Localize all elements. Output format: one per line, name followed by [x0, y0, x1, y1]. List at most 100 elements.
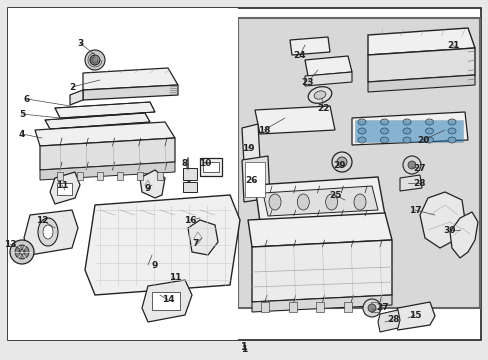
Text: 1: 1: [241, 346, 246, 355]
Polygon shape: [83, 68, 178, 90]
Bar: [117, 172, 123, 180]
Polygon shape: [247, 213, 391, 247]
Polygon shape: [163, 263, 187, 295]
Ellipse shape: [380, 137, 387, 143]
Ellipse shape: [353, 194, 365, 210]
Ellipse shape: [38, 218, 58, 246]
Ellipse shape: [19, 249, 25, 255]
Polygon shape: [40, 162, 175, 180]
Ellipse shape: [402, 137, 410, 143]
Text: 28: 28: [413, 179, 426, 188]
Text: 16: 16: [183, 216, 196, 225]
Text: 13: 13: [4, 239, 16, 248]
Bar: [57, 183, 72, 195]
Ellipse shape: [313, 91, 325, 99]
Polygon shape: [419, 192, 464, 248]
Text: 30: 30: [443, 225, 455, 234]
Ellipse shape: [357, 119, 365, 125]
Polygon shape: [187, 220, 218, 255]
Ellipse shape: [425, 119, 433, 125]
Ellipse shape: [357, 137, 365, 143]
Bar: [343, 302, 351, 312]
Polygon shape: [142, 280, 192, 322]
Ellipse shape: [402, 128, 410, 134]
Ellipse shape: [425, 128, 433, 134]
Ellipse shape: [402, 156, 420, 174]
Ellipse shape: [447, 128, 455, 134]
Ellipse shape: [447, 137, 455, 143]
Text: 18: 18: [257, 126, 270, 135]
Text: 23: 23: [301, 77, 314, 86]
Text: 29: 29: [333, 161, 346, 170]
Bar: [315, 302, 324, 312]
Polygon shape: [242, 124, 260, 164]
Polygon shape: [70, 90, 83, 105]
Polygon shape: [254, 177, 384, 222]
Text: 28: 28: [386, 315, 398, 324]
Bar: [97, 172, 103, 180]
Ellipse shape: [10, 240, 34, 264]
Polygon shape: [367, 28, 474, 55]
Bar: [203, 162, 219, 172]
Bar: [157, 172, 163, 180]
Polygon shape: [50, 172, 80, 204]
Bar: [137, 172, 142, 180]
Polygon shape: [24, 210, 78, 255]
Text: 7: 7: [192, 239, 199, 248]
Text: 26: 26: [245, 176, 258, 185]
Text: 19: 19: [241, 144, 254, 153]
Polygon shape: [251, 295, 391, 312]
Text: 27: 27: [413, 163, 426, 172]
Bar: [8, 8, 238, 340]
Ellipse shape: [325, 194, 337, 210]
Bar: [183, 168, 197, 180]
Polygon shape: [85, 195, 240, 295]
Bar: [354, 120, 462, 142]
Ellipse shape: [297, 194, 309, 210]
Text: 3: 3: [77, 39, 83, 48]
Polygon shape: [399, 175, 421, 191]
Ellipse shape: [15, 245, 29, 259]
Text: 8: 8: [182, 158, 188, 167]
Ellipse shape: [331, 152, 351, 172]
Ellipse shape: [85, 50, 105, 70]
Text: 1: 1: [240, 342, 247, 352]
Polygon shape: [351, 112, 467, 145]
Text: 9: 9: [151, 261, 158, 270]
Ellipse shape: [268, 194, 281, 210]
Bar: [77, 172, 83, 180]
Ellipse shape: [336, 157, 346, 167]
Polygon shape: [367, 48, 474, 82]
Text: 24: 24: [293, 50, 305, 59]
Ellipse shape: [90, 55, 100, 65]
Polygon shape: [35, 122, 175, 146]
Polygon shape: [263, 186, 377, 216]
Text: 11: 11: [56, 180, 68, 189]
Bar: [183, 182, 197, 192]
Text: 11: 11: [168, 274, 181, 283]
Bar: [152, 292, 180, 310]
Polygon shape: [45, 113, 150, 129]
Polygon shape: [305, 72, 351, 86]
Polygon shape: [55, 102, 155, 118]
Bar: [370, 302, 378, 312]
Polygon shape: [40, 138, 175, 170]
Bar: [200, 158, 222, 176]
Polygon shape: [449, 212, 477, 258]
Ellipse shape: [402, 119, 410, 125]
Ellipse shape: [307, 87, 331, 103]
Text: 4: 4: [19, 130, 25, 139]
Polygon shape: [148, 245, 168, 272]
Polygon shape: [289, 37, 329, 55]
Ellipse shape: [447, 119, 455, 125]
Ellipse shape: [380, 128, 387, 134]
Text: 14: 14: [162, 296, 174, 305]
Bar: [238, 18, 479, 308]
Polygon shape: [392, 302, 434, 330]
Polygon shape: [305, 56, 351, 76]
Text: 12: 12: [36, 216, 48, 225]
Ellipse shape: [407, 161, 415, 169]
Text: 15: 15: [408, 310, 420, 320]
Text: 27: 27: [376, 303, 388, 312]
Text: 25: 25: [328, 190, 341, 199]
